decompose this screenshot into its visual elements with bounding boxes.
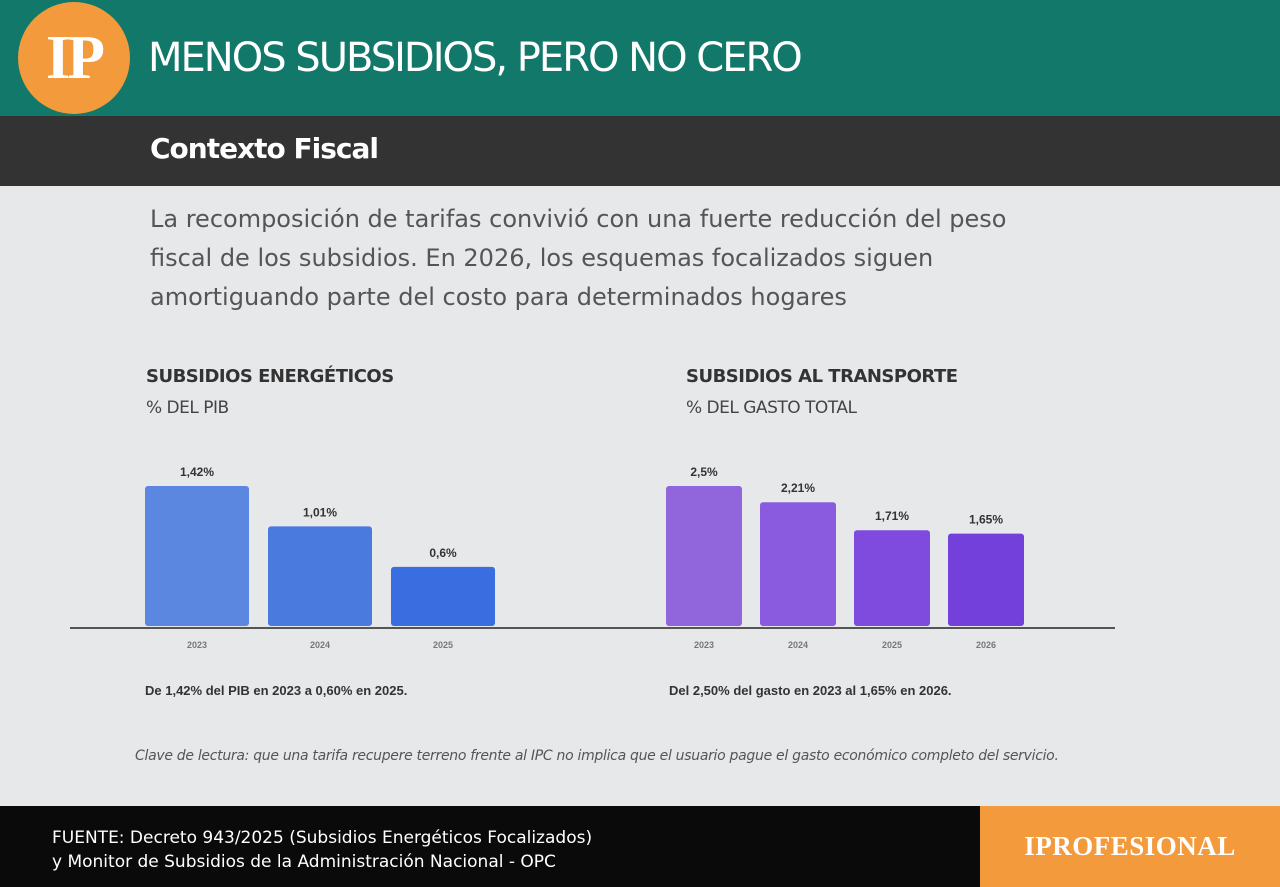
page-title: MENOS SUBSIDIOS, PERO NO CERO bbox=[148, 35, 803, 81]
bar-2025 bbox=[854, 530, 930, 626]
energy-chart-note: De 1,42% del PIB en 2023 a 0,60% en 2025… bbox=[145, 683, 408, 698]
intro-line-2: fiscal de los subsidios. En 2026, los es… bbox=[150, 244, 934, 272]
subheader-bar bbox=[0, 116, 1280, 186]
reading-key: Clave de lectura: que una tarifa recuper… bbox=[135, 748, 1059, 764]
section-subtitle: Contexto Fiscal bbox=[150, 132, 379, 165]
source-line-2: y Monitor de Subsidios de la Administrac… bbox=[52, 852, 556, 872]
bar-charts: 1,42% 2023 1,01% 2024 0,6% 2025 2,5% 2023 2,21%… bbox=[70, 465, 1115, 650]
energy-chart-unit: % DEL PIB bbox=[146, 398, 229, 418]
data-label-2023: 2,5% bbox=[690, 465, 718, 479]
tick-label-2026: 2026 bbox=[976, 640, 996, 650]
transport-subsidies-chart: 2,5% 2023 2,21% 2024 1,71% 2025 1,65% 2026 bbox=[666, 465, 1024, 650]
intro-line-3: amortiguando parte del costo para determ… bbox=[150, 283, 847, 311]
ip-logo: IP bbox=[18, 2, 130, 114]
iprofesional-brand: IPROFESIONAL bbox=[980, 806, 1280, 887]
intro-line-1: La recomposición de tarifas convivió con… bbox=[150, 205, 1007, 233]
transport-chart-note: Del 2,50% del gasto en 2023 al 1,65% en … bbox=[669, 683, 952, 698]
intro-text: La recomposición de tarifas convivió con… bbox=[150, 200, 1110, 317]
bar-2026 bbox=[948, 533, 1024, 626]
source-text: FUENTE: Decreto 943/2025 (Subsidios Ener… bbox=[52, 826, 592, 874]
data-label-2024: 2,21% bbox=[781, 481, 815, 495]
bar-2023 bbox=[145, 486, 249, 626]
bar-2024 bbox=[268, 526, 372, 626]
data-label-2024: 1,01% bbox=[303, 505, 337, 519]
tick-label-2024: 2024 bbox=[788, 640, 808, 650]
energy-chart-title: SUBSIDIOS ENERGÉTICOS bbox=[146, 366, 394, 387]
tick-label-2023: 2023 bbox=[694, 640, 714, 650]
tick-label-2023: 2023 bbox=[187, 640, 207, 650]
data-label-2025: 1,71% bbox=[875, 509, 909, 523]
data-label-2023: 1,42% bbox=[180, 465, 214, 479]
energy-subsidies-chart: 1,42% 2023 1,01% 2024 0,6% 2025 bbox=[145, 465, 495, 650]
header-bar bbox=[0, 0, 1280, 116]
transport-chart-title: SUBSIDIOS AL TRANSPORTE bbox=[686, 366, 958, 387]
bar-2025 bbox=[391, 566, 495, 626]
bar-2023 bbox=[666, 486, 742, 626]
source-line-1: FUENTE: Decreto 943/2025 (Subsidios Ener… bbox=[52, 828, 593, 848]
data-label-2026: 1,65% bbox=[969, 513, 1003, 527]
tick-label-2025: 2025 bbox=[433, 640, 453, 650]
tick-label-2024: 2024 bbox=[310, 640, 330, 650]
data-label-2025: 0,6% bbox=[429, 546, 457, 560]
tick-label-2025: 2025 bbox=[882, 640, 902, 650]
bar-2024 bbox=[760, 502, 836, 626]
transport-chart-unit: % DEL GASTO TOTAL bbox=[686, 398, 857, 418]
